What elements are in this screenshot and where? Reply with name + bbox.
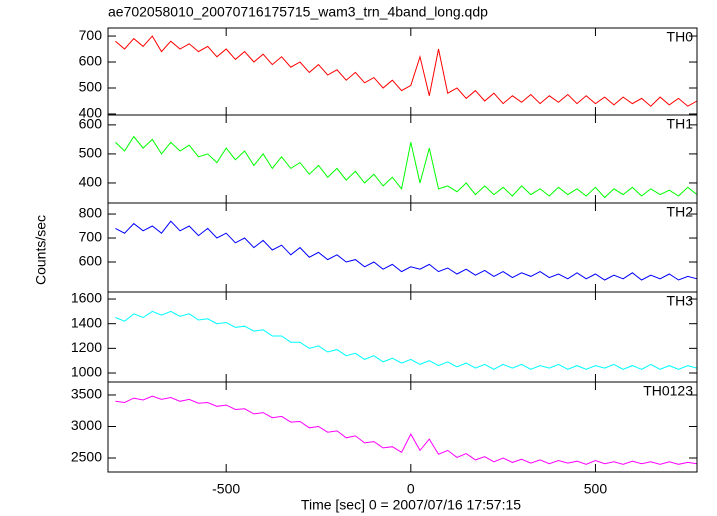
y-axis-label: Counts/sec bbox=[33, 215, 49, 285]
panel-label: TH1 bbox=[667, 116, 694, 132]
panel-label: TH3 bbox=[667, 293, 694, 309]
x-tick-label: -500 bbox=[212, 481, 240, 497]
y-tick-label: 600 bbox=[79, 253, 103, 269]
series-line bbox=[115, 35, 698, 107]
panel-label: TH0 bbox=[667, 29, 694, 45]
x-tick-label: 500 bbox=[584, 481, 608, 497]
panel-frame bbox=[107, 202, 698, 293]
y-tick-label: 1400 bbox=[71, 314, 102, 330]
panel-frame bbox=[107, 27, 698, 116]
y-tick-label: 600 bbox=[79, 53, 103, 69]
y-tick-label: 1600 bbox=[71, 290, 102, 306]
y-tick-label: 700 bbox=[79, 229, 103, 245]
y-tick-label: 1000 bbox=[71, 364, 102, 380]
y-tick-label: 400 bbox=[79, 174, 103, 190]
y-tick-label: 400 bbox=[79, 105, 103, 121]
panel-label: TH2 bbox=[667, 204, 694, 220]
panel-label: TH0123 bbox=[643, 383, 693, 399]
x-axis-label: Time [sec] 0 = 2007/07/16 17:57:15 bbox=[301, 497, 521, 513]
series-line bbox=[115, 395, 698, 465]
y-tick-label: 800 bbox=[79, 205, 103, 221]
panel-frame bbox=[107, 114, 698, 204]
y-tick-label: 3500 bbox=[71, 386, 102, 402]
series-line bbox=[115, 220, 698, 281]
y-tick-label: 3000 bbox=[71, 417, 102, 433]
panel-frame bbox=[107, 291, 698, 383]
y-tick-label: 2500 bbox=[71, 449, 102, 465]
y-tick-label: 1200 bbox=[71, 339, 102, 355]
y-tick-label: 500 bbox=[79, 145, 103, 161]
panel-frame bbox=[107, 381, 698, 473]
series-line bbox=[115, 135, 698, 199]
x-tick-label: 0 bbox=[407, 481, 415, 497]
chart-title: ae702058010_20070716175715_wam3_trn_4ban… bbox=[108, 4, 488, 20]
y-tick-label: 700 bbox=[79, 27, 103, 43]
y-tick-label: 500 bbox=[79, 79, 103, 95]
series-line bbox=[115, 310, 698, 370]
y-tick-label: 600 bbox=[79, 116, 103, 132]
